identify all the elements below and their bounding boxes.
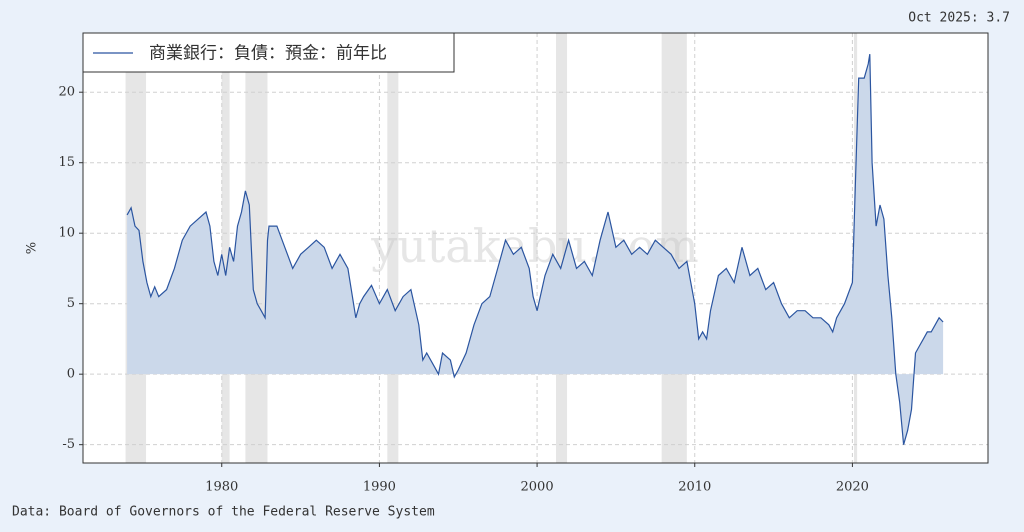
shaded-period	[661, 33, 687, 463]
y-tick-label: -5	[62, 437, 75, 452]
area	[127, 54, 944, 445]
x-tick-label: 2020	[836, 480, 869, 495]
source: Data: Board of Governors of the Federal …	[12, 505, 435, 520]
plot-frame	[82, 32, 989, 464]
x-tick-label: 2010	[678, 480, 711, 495]
shaded-period	[387, 33, 399, 463]
x-tick-label: 1980	[205, 480, 238, 495]
plot-area	[83, 33, 988, 463]
y-tick-label: 5	[67, 296, 75, 311]
shaded-period	[555, 33, 568, 463]
x-tick-label: 2000	[521, 480, 554, 495]
y-tick-label: 0	[67, 367, 75, 382]
y-tick-label: 15	[58, 155, 75, 170]
legend-box	[82, 32, 455, 73]
annotation: Oct 2025: 3.7	[908, 11, 1010, 26]
shaded-period	[221, 33, 230, 463]
legend-label: 商業銀行：負債：預金：前年比	[149, 44, 387, 64]
y-tick-label: 20	[58, 85, 75, 100]
x-tick-label: 1990	[363, 480, 396, 495]
y-tick-label: 10	[58, 226, 75, 241]
line	[126, 54, 944, 445]
y-label: %	[25, 242, 40, 254]
